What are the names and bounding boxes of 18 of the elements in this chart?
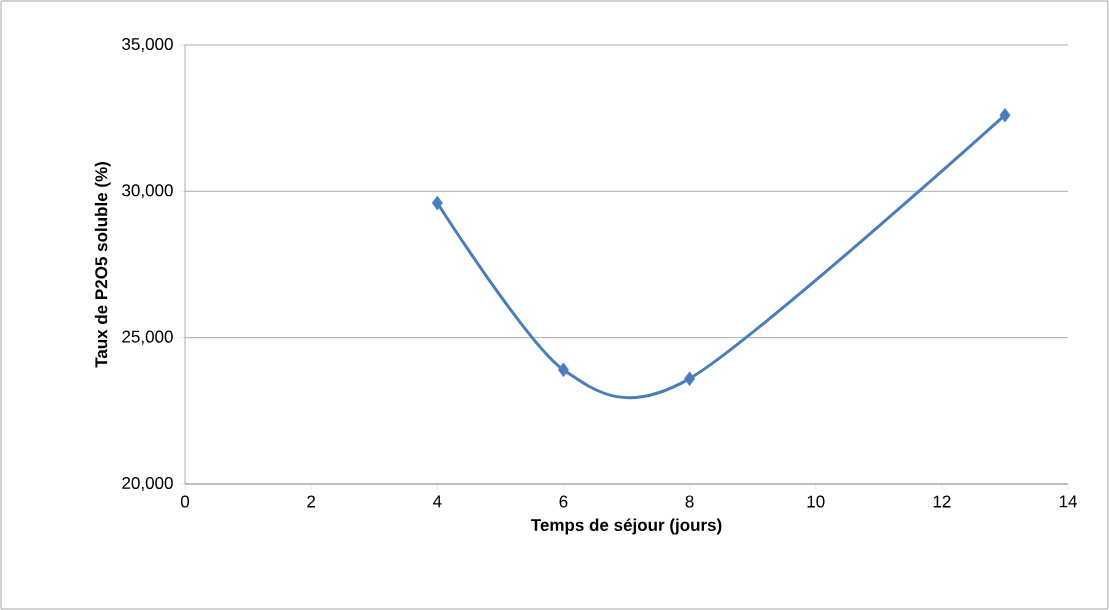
point <box>431 195 443 211</box>
x-tick-label: 8 <box>685 495 694 508</box>
x-tick-label: 4 <box>432 495 442 508</box>
y-tick-label: 35,000 <box>122 37 173 52</box>
x-tick-label: 2 <box>307 495 316 508</box>
y-tick-label: 30,000 <box>122 184 173 199</box>
y-axis-title: Taux de P2O5 soluble (%) <box>94 162 111 368</box>
y-tick-label: 20,000 <box>122 476 173 491</box>
point <box>684 371 696 386</box>
x-axis-title: Temps de séjour (jours) <box>530 518 722 535</box>
point <box>557 362 569 378</box>
x-tick-label: 10 <box>807 495 825 508</box>
x-tick-label: 0 <box>180 495 190 508</box>
x-tick-label: 6 <box>559 495 568 508</box>
y-tick-label: 25,000 <box>122 330 173 345</box>
x-tick-label: 12 <box>933 495 951 508</box>
x-tick-label: 14 <box>1059 495 1077 508</box>
point <box>999 107 1011 123</box>
